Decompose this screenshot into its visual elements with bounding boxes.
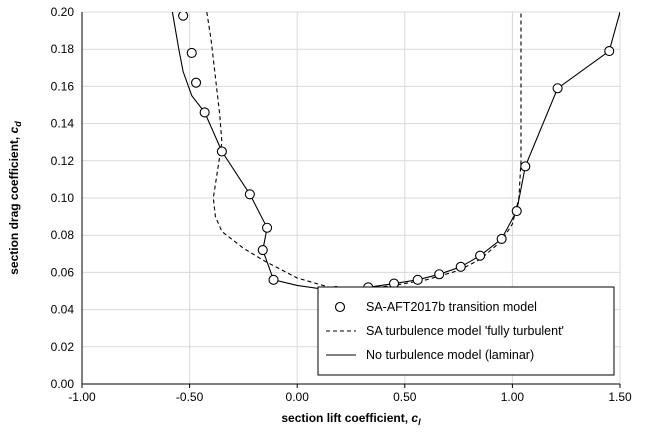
series-line-laminar — [171, 12, 620, 292]
y-axis-label: section drag coefficient, cd — [7, 121, 23, 275]
data-point-marker — [511, 205, 522, 217]
data-point-marker — [178, 12, 189, 21]
x-tick-label: 1.00 — [501, 390, 525, 404]
data-point-marker — [244, 189, 255, 200]
data-point-marker — [412, 274, 423, 285]
data-point-marker — [216, 146, 227, 157]
y-tick-label: 0.12 — [51, 154, 75, 168]
data-point-marker — [455, 261, 466, 272]
x-tick-label: 0.00 — [286, 390, 310, 404]
legend-box — [317, 286, 615, 376]
axes — [81, 12, 621, 388]
data-point-marker — [186, 47, 197, 58]
data-point-marker — [475, 250, 486, 261]
y-tick-label: 0.00 — [51, 377, 75, 391]
legend: SA-AFT2017b transition model SA turbulenc… — [317, 286, 615, 376]
data-point-marker — [434, 269, 445, 280]
data-point-marker — [552, 83, 563, 94]
data-point-marker — [257, 245, 268, 256]
legend-entry-label: No turbulence model (laminar) — [366, 348, 534, 362]
legend-entry-label: SA-AFT2017b transition model — [366, 300, 537, 314]
y-tick-label: 0.14 — [51, 117, 75, 131]
x-tick-label: 0.50 — [393, 390, 417, 404]
y-tick-label: 0.06 — [51, 265, 75, 279]
data-point-marker — [191, 77, 202, 88]
x-axis-label: section lift coefficient, cl — [281, 411, 421, 427]
y-tick-label: 0.04 — [51, 303, 75, 317]
data-point-marker — [520, 161, 531, 172]
y-tick-label: 0.08 — [51, 228, 75, 242]
series-line-fully-turbulent — [206, 12, 522, 290]
legend-marker-symbol — [334, 301, 346, 313]
x-tick-label: -1.00 — [68, 390, 96, 404]
tick-labels: 0.00 0.02 0.04 0.06 0.08 0.10 0.12 0.14 0.16 0.18… — [51, 5, 632, 404]
x-tick-label: -0.50 — [176, 390, 204, 404]
data-point-marker — [496, 233, 507, 244]
legend-entry-label: SA turbulence model 'fully turbulent' — [366, 324, 564, 338]
y-tick-label: 0.18 — [51, 42, 75, 56]
y-tick-label: 0.10 — [51, 191, 75, 205]
data-point-marker — [604, 46, 615, 57]
y-tick-label: 0.16 — [51, 79, 75, 93]
y-tick-label: 0.20 — [51, 5, 75, 19]
x-tick-label: 1.50 — [608, 390, 632, 404]
series-layer — [171, 12, 620, 297]
data-point-marker — [268, 274, 279, 285]
data-point-marker — [262, 222, 273, 233]
data-point-marker — [199, 107, 210, 118]
y-tick-label: 0.02 — [51, 340, 75, 354]
